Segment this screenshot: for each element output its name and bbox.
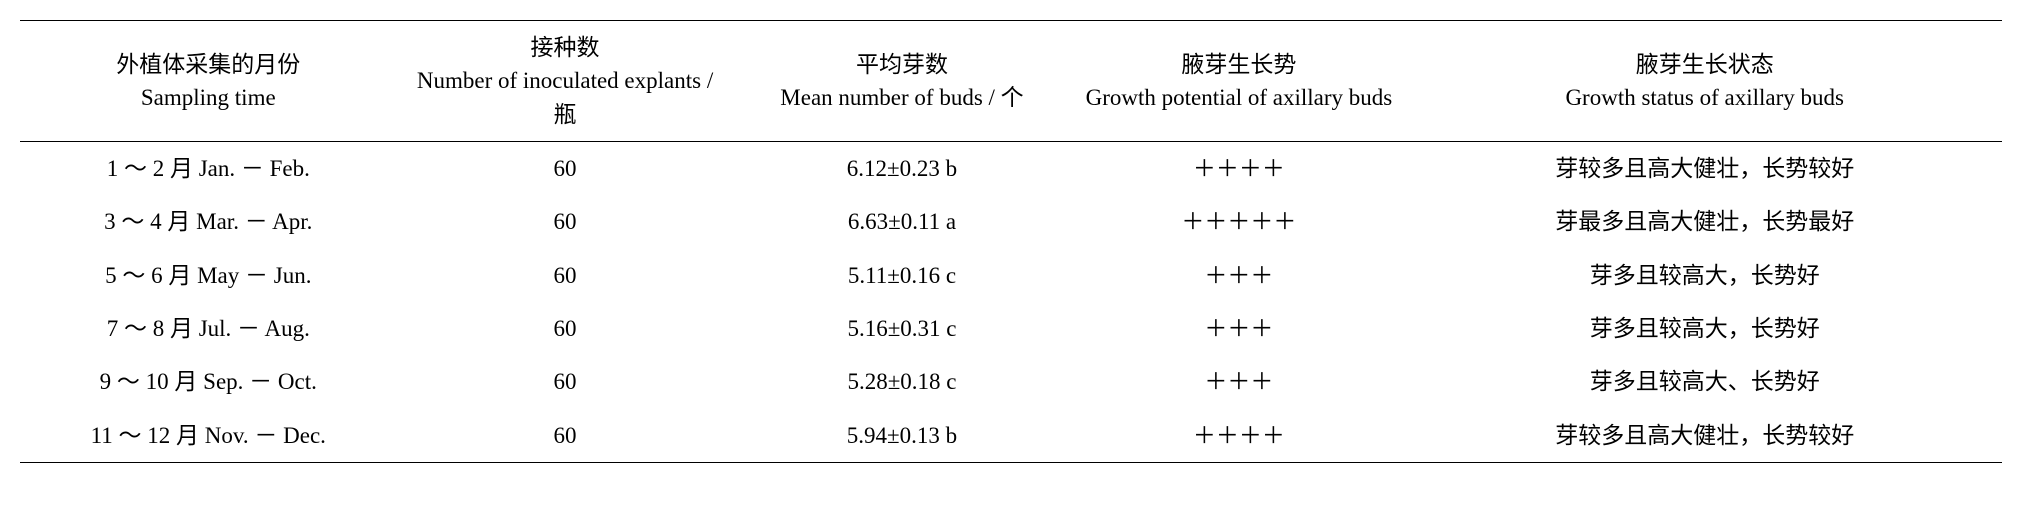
col-header-cn: 腋芽生长势 (1181, 52, 1296, 77)
table-row: 9 ～ 10 月 Sep. － Oct. 60 5.28±0.18 c ＋＋＋ … (20, 355, 2002, 408)
cell-potential: ＋＋＋＋ (1070, 142, 1407, 196)
table-row: 1 ～ 2 月 Jan. － Feb. 60 6.12±0.23 b ＋＋＋＋ … (20, 142, 2002, 196)
cell-status: 芽多且较高大，长势好 (1407, 302, 2002, 355)
cell-status: 芽多且较高大、长势好 (1407, 355, 2002, 408)
col-header-cn: 接种数 (531, 35, 600, 60)
cell-sampling-time: 11 ～ 12 月 Nov. － Dec. (20, 409, 397, 463)
cell-mean-buds: 6.63±0.11 a (734, 195, 1071, 248)
cell-inoculated: 60 (397, 249, 734, 302)
col-header-en: Growth potential of axillary buds (1086, 85, 1393, 110)
cell-mean-buds: 6.12±0.23 b (734, 142, 1071, 196)
cell-sampling-time: 7 ～ 8 月 Jul. － Aug. (20, 302, 397, 355)
table-row: 5 ～ 6 月 May － Jun. 60 5.11±0.16 c ＋＋＋ 芽多… (20, 249, 2002, 302)
cell-sampling-time: 5 ～ 6 月 May － Jun. (20, 249, 397, 302)
col-header-cn: 外植体采集的月份 (116, 52, 300, 77)
sampling-table: 外植体采集的月份 Sampling time 接种数 Number of ino… (20, 20, 2002, 463)
cell-mean-buds: 5.94±0.13 b (734, 409, 1071, 463)
cell-potential: ＋＋＋ (1070, 355, 1407, 408)
cell-inoculated: 60 (397, 409, 734, 463)
col-header-inoculated: 接种数 Number of inoculated explants / 瓶 (397, 21, 734, 142)
cell-potential: ＋＋＋＋ (1070, 409, 1407, 463)
cell-mean-buds: 5.11±0.16 c (734, 249, 1071, 302)
table-row: 3 ～ 4 月 Mar. － Apr. 60 6.63±0.11 a ＋＋＋＋＋… (20, 195, 2002, 248)
cell-sampling-time: 1 ～ 2 月 Jan. － Feb. (20, 142, 397, 196)
col-header-en: Number of inoculated explants / 瓶 (417, 68, 713, 126)
table-header-row: 外植体采集的月份 Sampling time 接种数 Number of ino… (20, 21, 2002, 142)
col-header-cn: 腋芽生长状态 (1636, 52, 1774, 77)
cell-inoculated: 60 (397, 142, 734, 196)
col-header-cn: 平均芽数 (856, 52, 948, 77)
cell-mean-buds: 5.16±0.31 c (734, 302, 1071, 355)
table-row: 11 ～ 12 月 Nov. － Dec. 60 5.94±0.13 b ＋＋＋… (20, 409, 2002, 463)
col-header-en: Sampling time (141, 85, 276, 110)
cell-sampling-time: 9 ～ 10 月 Sep. － Oct. (20, 355, 397, 408)
col-header-growth-status: 腋芽生长状态 Growth status of axillary buds (1407, 21, 2002, 142)
col-header-en: Mean number of buds / 个 (780, 85, 1023, 110)
cell-mean-buds: 5.28±0.18 c (734, 355, 1071, 408)
col-header-en: Growth status of axillary buds (1565, 85, 1844, 110)
cell-sampling-time: 3 ～ 4 月 Mar. － Apr. (20, 195, 397, 248)
cell-status: 芽较多且高大健壮，长势较好 (1407, 409, 2002, 463)
cell-status: 芽多且较高大，长势好 (1407, 249, 2002, 302)
col-header-growth-potential: 腋芽生长势 Growth potential of axillary buds (1070, 21, 1407, 142)
cell-status: 芽较多且高大健壮，长势较好 (1407, 142, 2002, 196)
cell-inoculated: 60 (397, 195, 734, 248)
cell-potential: ＋＋＋＋＋ (1070, 195, 1407, 248)
cell-potential: ＋＋＋ (1070, 302, 1407, 355)
table-row: 7 ～ 8 月 Jul. － Aug. 60 5.16±0.31 c ＋＋＋ 芽… (20, 302, 2002, 355)
cell-status: 芽最多且高大健壮，长势最好 (1407, 195, 2002, 248)
cell-potential: ＋＋＋ (1070, 249, 1407, 302)
cell-inoculated: 60 (397, 302, 734, 355)
col-header-mean-buds: 平均芽数 Mean number of buds / 个 (734, 21, 1071, 142)
cell-inoculated: 60 (397, 355, 734, 408)
col-header-sampling-time: 外植体采集的月份 Sampling time (20, 21, 397, 142)
